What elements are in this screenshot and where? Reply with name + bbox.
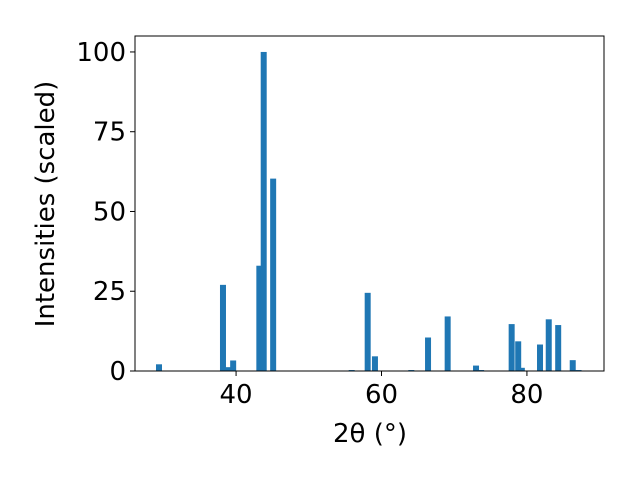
bar — [537, 344, 544, 371]
bar — [371, 356, 378, 371]
bar — [364, 292, 371, 371]
bar — [508, 324, 515, 371]
bar — [425, 337, 432, 371]
bar — [270, 178, 277, 371]
y-axis-label: Intensities (scaled) — [31, 81, 61, 328]
bar — [155, 364, 162, 371]
bar — [515, 341, 522, 371]
bar — [444, 316, 451, 371]
y-tick-label: 50 — [93, 197, 126, 227]
bar — [545, 319, 552, 371]
bar — [256, 265, 263, 371]
x-axis-label: 2θ (°) — [333, 419, 407, 449]
bar — [518, 367, 525, 371]
x-tick-label: 60 — [365, 380, 398, 410]
bar — [569, 360, 576, 371]
bar — [555, 325, 562, 371]
y-tick-label: 75 — [93, 118, 126, 148]
y-tick-label: 0 — [109, 357, 126, 387]
x-tick-label: 80 — [510, 380, 543, 410]
x-tick-label: 40 — [220, 380, 253, 410]
bar — [225, 367, 232, 371]
bar — [230, 360, 237, 371]
bar — [473, 365, 480, 371]
bar — [260, 51, 267, 371]
y-tick-label: 100 — [76, 38, 126, 68]
y-tick-label: 25 — [93, 277, 126, 307]
bar — [219, 284, 226, 371]
plot-frame — [134, 35, 605, 372]
